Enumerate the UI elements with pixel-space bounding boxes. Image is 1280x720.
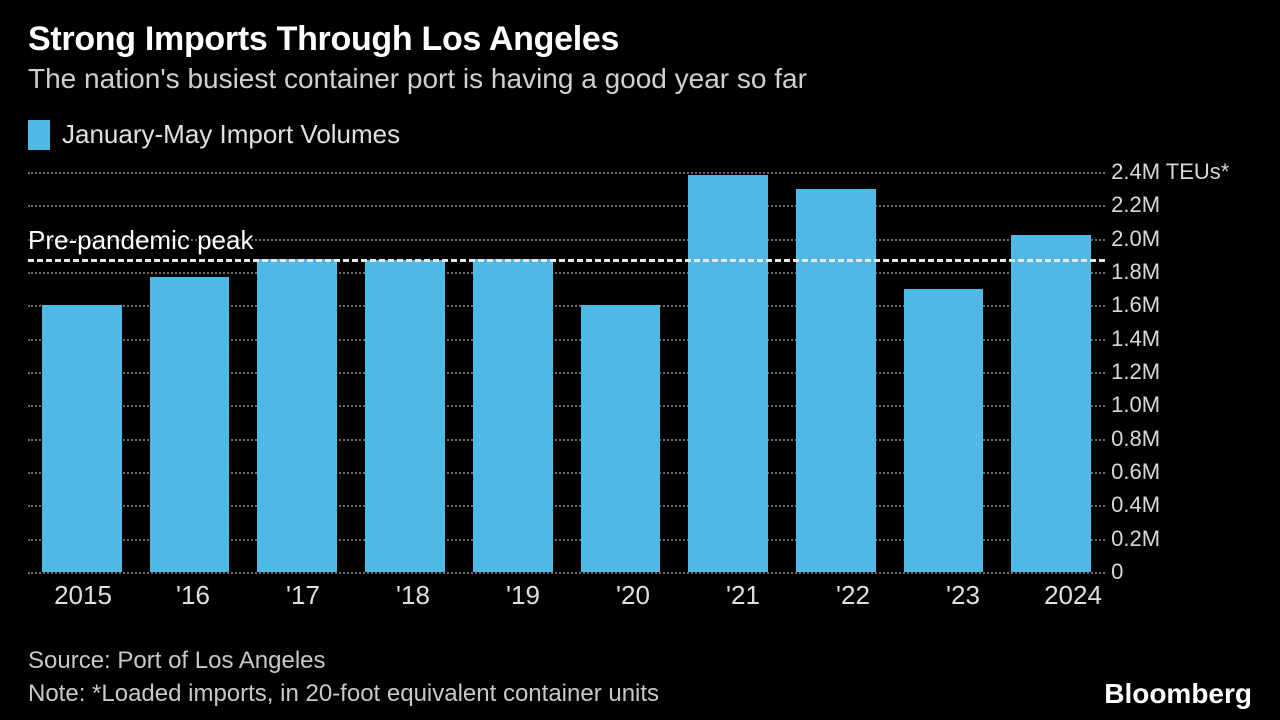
y-tick-label: 0.4M: [1111, 492, 1160, 518]
y-axis: 2.4M TEUs*2.2M2.0M1.8M1.6M1.4M1.2M1.0M0.…: [1105, 172, 1252, 572]
legend: January-May Import Volumes: [28, 119, 1252, 150]
bar: [688, 175, 768, 572]
chart-footer: Source: Port of Los Angeles Note: *Loade…: [28, 645, 1252, 710]
brand-label: Bloomberg: [1104, 678, 1252, 710]
bar-slot: [782, 172, 890, 572]
x-tick-label: '20: [578, 580, 688, 611]
y-tick-label: 0.6M: [1111, 459, 1160, 485]
reference-line: [28, 259, 1105, 262]
x-tick-label: '17: [248, 580, 358, 611]
y-tick-label: 0.8M: [1111, 426, 1160, 452]
y-tick-label: 1.0M: [1111, 392, 1160, 418]
y-tick-label: 0.2M: [1111, 526, 1160, 552]
x-tick-label: '16: [138, 580, 248, 611]
source-line: Source: Port of Los Angeles: [28, 645, 1252, 677]
bar: [473, 259, 553, 572]
bar-slot: [890, 172, 998, 572]
bar-slot: [997, 172, 1105, 572]
bar-slot: [351, 172, 459, 572]
bar: [1011, 235, 1091, 572]
y-tick-label: 1.2M: [1111, 359, 1160, 385]
x-tick-label: '22: [798, 580, 908, 611]
bar: [365, 260, 445, 572]
bar-slot: [674, 172, 782, 572]
reference-line-label: Pre-pandemic peak: [28, 225, 253, 256]
bar-slot: [567, 172, 675, 572]
y-tick-label: 2.4M TEUs*: [1111, 159, 1229, 185]
y-tick-label: 2.0M: [1111, 226, 1160, 252]
plot-area: Pre-pandemic peak: [28, 172, 1105, 572]
bar: [257, 259, 337, 572]
y-tick-label: 0: [1111, 559, 1123, 585]
x-axis: 2015'16'17'18'19'20'21'22'232024: [28, 580, 1128, 611]
chart-area: Pre-pandemic peak 2.4M TEUs*2.2M2.0M1.8M…: [28, 172, 1252, 572]
bar: [150, 277, 230, 572]
chart-subtitle: The nation's busiest container port is h…: [28, 63, 1252, 95]
legend-label: January-May Import Volumes: [62, 119, 400, 150]
bar-slot: [459, 172, 567, 572]
legend-swatch: [28, 120, 50, 150]
y-tick-label: 1.8M: [1111, 259, 1160, 285]
x-tick-label: '21: [688, 580, 798, 611]
bar: [42, 305, 122, 572]
note-line: Note: *Loaded imports, in 20-foot equiva…: [28, 678, 1252, 710]
y-tick-label: 1.4M: [1111, 326, 1160, 352]
y-tick-label: 1.6M: [1111, 292, 1160, 318]
bar: [796, 189, 876, 572]
bar-slot: [243, 172, 351, 572]
x-tick-label: '18: [358, 580, 468, 611]
chart-title: Strong Imports Through Los Angeles: [28, 20, 1252, 59]
bar: [904, 289, 984, 572]
bar: [581, 305, 661, 572]
x-tick-label: '23: [908, 580, 1018, 611]
x-tick-label: '19: [468, 580, 578, 611]
x-tick-label: 2015: [28, 580, 138, 611]
gridline: [28, 572, 1105, 574]
y-tick-label: 2.2M: [1111, 192, 1160, 218]
